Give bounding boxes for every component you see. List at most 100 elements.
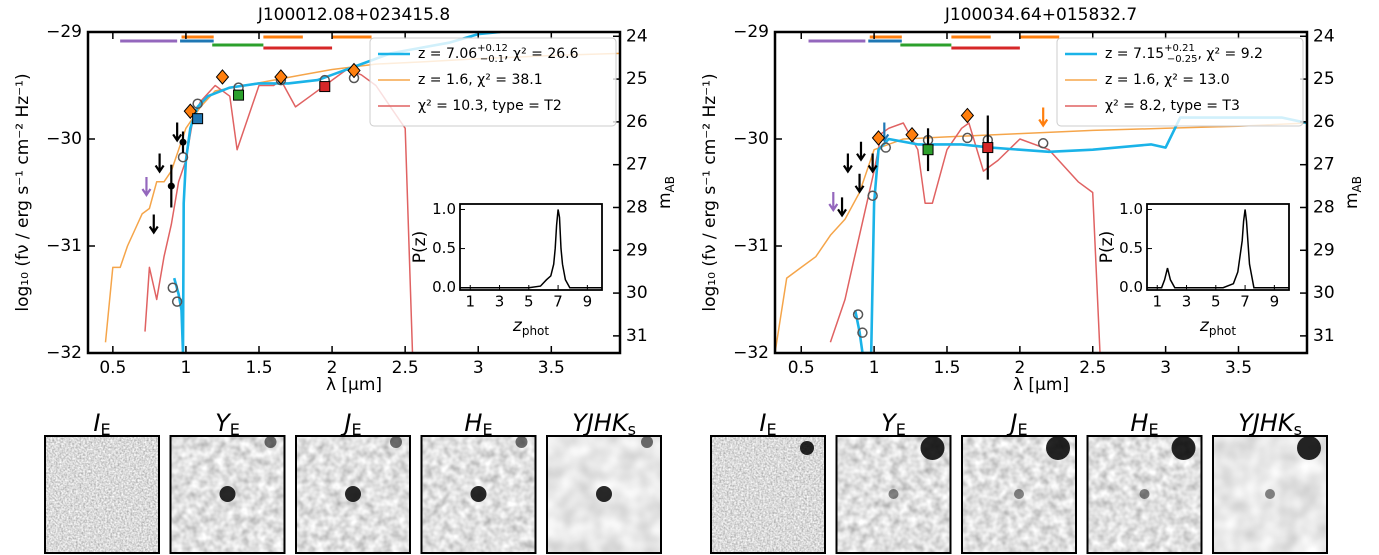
pz-curve [460, 209, 602, 289]
y-tick-label: −31 [46, 236, 82, 256]
legend-label: z = 1.6, χ² = 38.1 [418, 72, 543, 88]
cutout-label-sub: s [628, 420, 636, 439]
x-axis-label: λ [μm] [326, 375, 382, 395]
y2-axis-label-sub: AB [1350, 176, 1364, 192]
y2-tick-label: 25 [1313, 69, 1335, 89]
inset-x-tick-label: 3 [1182, 293, 1192, 311]
cutout-label: IE [759, 409, 776, 439]
y-tick-label: −30 [733, 129, 769, 149]
y-tick-label: −31 [733, 236, 769, 256]
photometry-point [905, 126, 919, 143]
panel: J100034.64+015832.7 0.5 1 1.5 2 2.5 3 3.5 −32 −31… [700, 5, 1364, 554]
inset-frame [459, 203, 603, 291]
cutout-frame [1086, 435, 1203, 554]
cutout-label-sub: E [1017, 420, 1027, 439]
inset-x-label-main: z [512, 316, 523, 336]
y-tick-label: −29 [733, 22, 769, 42]
x-tick-label: 3 [473, 358, 484, 378]
cutout-frame [44, 435, 160, 554]
y2-axis-label: mAB [1342, 176, 1364, 209]
model-photometry [192, 98, 203, 109]
model-photometry [880, 142, 892, 153]
pz-curve [1147, 209, 1289, 289]
inset-x-tick-label: 1 [1152, 293, 1162, 311]
x-axis-label: λ [μm] [1013, 375, 1069, 395]
y2-axis-label: mAB [655, 176, 677, 209]
cutout-label-main: Y [215, 409, 232, 437]
photometry-point [319, 81, 331, 93]
legend-name: z = 7.06 [418, 46, 477, 62]
source-blob [345, 486, 361, 502]
neighbor-blob [1297, 436, 1321, 460]
neighbor-blob [390, 436, 402, 448]
legend-label: z = 7.06+0.12 −0.1, χ² = 26.6 [418, 43, 579, 65]
cutout-frame [835, 435, 952, 554]
photometry-point [922, 144, 934, 156]
photometry-point [982, 142, 994, 154]
y2-axis-label-sub: AB [663, 176, 677, 192]
model-photometry [857, 327, 868, 338]
cutout-label-main: Y [881, 409, 898, 437]
cutout-image [711, 436, 825, 553]
cutout-label-main: YJHK [1238, 409, 1296, 437]
y2-tick-label: 30 [626, 283, 648, 303]
y2-tick-label: 30 [1313, 283, 1335, 303]
y-tick-label: −30 [46, 129, 82, 149]
legend-name: z = 1.6, χ² = 13.0 [1105, 72, 1230, 88]
inset-y-tick-label: 1.0 [432, 200, 456, 218]
legend-sub: −0.25 [1167, 54, 1198, 65]
y2-tick-label: 29 [626, 240, 648, 260]
cutout-label-sub: E [766, 420, 776, 439]
upper-limit [1038, 107, 1049, 128]
cutout-label: YJHKs [1238, 409, 1302, 439]
source-blob [1265, 489, 1275, 499]
y2-tick-label: 29 [1313, 240, 1335, 260]
cutout-label-sub: E [896, 420, 906, 439]
upper-limit [172, 122, 183, 143]
y2-tick-label: 26 [626, 112, 648, 132]
photometry-point [233, 89, 245, 101]
cutout-label-main: H [1130, 409, 1148, 437]
legend-name: χ² = 8.2, type = T3 [1105, 98, 1240, 114]
neighbor-blob [920, 436, 945, 460]
y2-tick-label: 27 [1313, 155, 1335, 175]
cutout-label-main: YJHK [572, 409, 630, 437]
cutout-label-sub: E [1148, 420, 1158, 439]
inset-x-tick-label: 9 [583, 293, 593, 311]
inset-x-label: zphot [512, 316, 550, 338]
legend-suffix: , χ² = 9.2 [1197, 46, 1263, 62]
source-blob [596, 486, 612, 502]
cutout-label-sub: E [230, 420, 240, 439]
cutout-label: JE [1006, 409, 1027, 439]
y2-tick-label: 24 [1313, 26, 1335, 46]
y2-tick-label: 31 [626, 326, 648, 346]
upper-limit [154, 153, 165, 174]
cutout-label-main: I [93, 409, 100, 437]
inset-y-tick-label: 0.0 [1119, 278, 1143, 296]
inset-x-label: zphot [1199, 316, 1237, 338]
legend-name: χ² = 10.3, type = T2 [418, 98, 562, 114]
inset-y-tick-label: 0.5 [432, 239, 456, 257]
x-tick-label: 2.5 [1079, 358, 1106, 378]
photometry-point [215, 69, 230, 85]
cutout-label-sub: s [1294, 420, 1302, 439]
x-tick-label: 2 [1014, 358, 1025, 378]
cutout-label-main: J [1006, 409, 1017, 437]
sed-curve [775, 122, 1307, 353]
photometry-point [347, 62, 361, 79]
x-tick-label: 3 [1160, 358, 1171, 378]
cutout-label: IE [93, 409, 110, 439]
cutout-label-main: I [759, 409, 766, 437]
upper-limit [867, 153, 878, 174]
neighbor-blob [1171, 436, 1196, 460]
inset-frame [1146, 203, 1290, 291]
cutout-frame [710, 435, 826, 554]
y-tick-label: −32 [46, 343, 82, 363]
photometry-point [192, 113, 204, 125]
inset-x-tick-label: 5 [524, 293, 534, 311]
upper-limit [837, 197, 847, 218]
legend-label: χ² = 8.2, type = T3 [1105, 98, 1240, 114]
x-tick-label: 1.5 [245, 358, 272, 378]
inset-x-tick-label: 3 [495, 293, 505, 311]
model-photometry [1037, 138, 1049, 149]
